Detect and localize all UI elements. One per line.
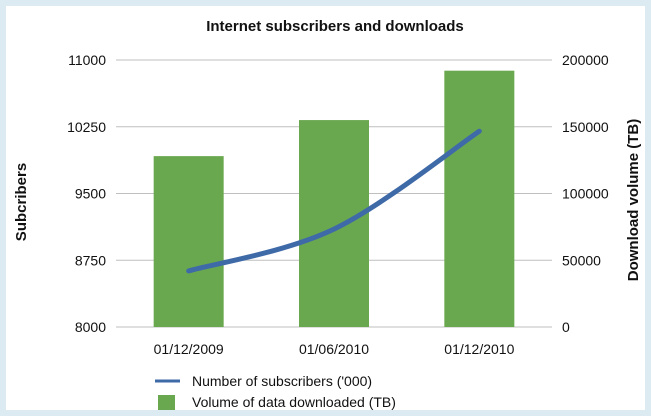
y-left-axis-label: Subcribers xyxy=(13,163,30,241)
y-left-tick-label: 11000 xyxy=(68,52,106,68)
y-right-tick-label: 0 xyxy=(562,319,570,335)
y-left-tick-label: 10250 xyxy=(67,119,106,135)
y-left-tick-label: 8000 xyxy=(75,319,106,335)
y-left-tick-label: 8750 xyxy=(75,252,106,268)
combo-chart: Internet subscribers and downloads 11000… xyxy=(13,18,642,410)
y-right-tick-label: 200000 xyxy=(562,52,609,68)
x-category-label: 01/12/2010 xyxy=(444,341,514,357)
legend-bar-swatch xyxy=(158,395,175,410)
line-subscribers xyxy=(186,128,482,274)
x-category-label: 01/06/2010 xyxy=(299,341,369,357)
y-right-tick-label: 50000 xyxy=(562,252,601,268)
bar-downloads xyxy=(299,120,369,327)
y-right-tick-label: 100000 xyxy=(562,186,609,202)
legend-label-subscribers: Number of subscribers ('000) xyxy=(192,373,372,389)
bar-downloads xyxy=(153,156,224,327)
x-category-label: 01/12/2009 xyxy=(154,341,224,357)
y-right-tick-label: 150000 xyxy=(562,119,609,135)
legend-label-downloads: Volume of data downloaded (TB) xyxy=(192,394,396,410)
bar-downloads xyxy=(444,70,515,328)
chart-title: Internet subscribers and downloads xyxy=(206,18,464,35)
y-right-axis-label: Download volume (TB) xyxy=(625,119,642,282)
chart-frame: Internet subscribers and downloads 11000… xyxy=(6,6,645,410)
y-left-tick-label: 9500 xyxy=(75,186,106,202)
